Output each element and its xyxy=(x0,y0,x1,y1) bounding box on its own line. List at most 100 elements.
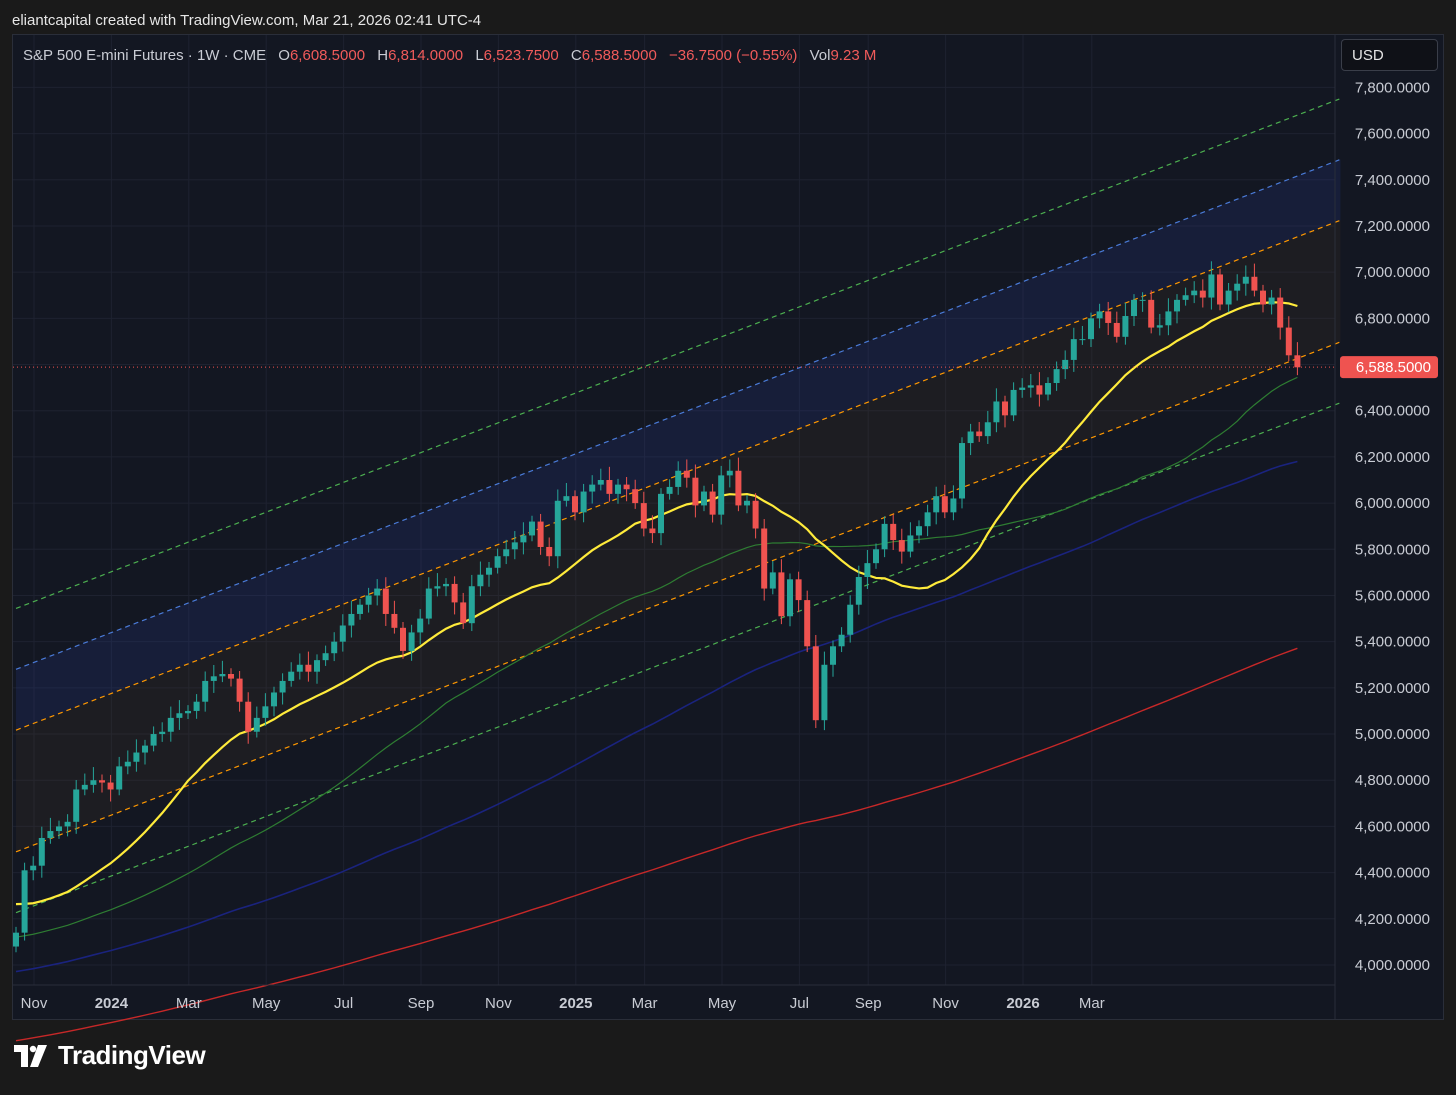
candle-body xyxy=(546,546,553,557)
candle xyxy=(434,573,441,597)
time-tick-label: 2024 xyxy=(95,995,129,1012)
candle-body xyxy=(1088,318,1094,340)
candle xyxy=(1277,288,1284,340)
candle xyxy=(1182,287,1189,306)
candle-body xyxy=(572,496,578,513)
candle xyxy=(546,537,553,567)
candle xyxy=(219,660,226,683)
candle-body xyxy=(90,780,97,785)
candle xyxy=(99,774,105,793)
candle xyxy=(898,528,905,564)
candle xyxy=(503,539,510,565)
candle xyxy=(1242,265,1249,296)
candle-body xyxy=(864,563,871,578)
candle xyxy=(185,705,191,720)
candle xyxy=(322,645,329,666)
candle-body xyxy=(606,480,613,494)
candle-body xyxy=(193,701,200,711)
candle xyxy=(382,577,389,626)
candle xyxy=(855,565,862,615)
candle xyxy=(90,767,97,793)
candle-body xyxy=(460,602,467,624)
candle xyxy=(1225,283,1232,313)
price-tick-label: 6,800.0000 xyxy=(1355,310,1430,327)
candle xyxy=(804,590,811,653)
time-tick-label: May xyxy=(252,995,281,1012)
candle-body xyxy=(675,470,682,487)
candle-body xyxy=(133,752,140,762)
price-tick-label: 4,000.0000 xyxy=(1355,957,1430,974)
candle xyxy=(709,483,716,523)
candle-body xyxy=(1096,311,1103,319)
candle-body xyxy=(658,493,664,534)
candle-body xyxy=(1122,316,1129,337)
candle-body xyxy=(279,680,286,693)
currency-button[interactable]: USD xyxy=(1341,39,1438,71)
candle xyxy=(262,693,269,726)
candle xyxy=(950,485,957,521)
candle-body xyxy=(271,692,277,707)
candle xyxy=(1148,290,1155,334)
candle xyxy=(511,531,518,560)
candle xyxy=(271,686,277,717)
candle xyxy=(907,522,914,558)
chart-panel[interactable] xyxy=(12,34,1444,1020)
candle-body xyxy=(486,567,492,575)
candle-body xyxy=(769,572,776,589)
candle-body xyxy=(47,831,54,838)
candle xyxy=(993,388,1000,433)
candle xyxy=(288,662,295,687)
candle xyxy=(1105,301,1112,335)
low-label: L xyxy=(475,47,484,64)
candle-body xyxy=(1062,359,1069,370)
candle-body xyxy=(554,500,561,557)
candle-body xyxy=(1148,299,1155,328)
candle-body xyxy=(150,734,157,746)
candle xyxy=(408,624,415,661)
candle-body xyxy=(305,664,312,672)
candle-body xyxy=(726,470,733,476)
candle xyxy=(1122,302,1129,345)
candle xyxy=(967,423,974,456)
candle xyxy=(640,491,647,537)
candle-body xyxy=(167,717,174,732)
candle xyxy=(744,495,750,514)
candle xyxy=(1002,395,1008,428)
time-tick-label: May xyxy=(708,995,737,1012)
candle xyxy=(253,706,260,738)
candle xyxy=(589,475,596,504)
candle-body xyxy=(666,486,673,494)
price-tick-label: 4,400.0000 xyxy=(1355,865,1430,882)
candle xyxy=(864,549,871,590)
candle xyxy=(649,515,656,544)
candle-body xyxy=(468,586,475,624)
candle xyxy=(202,671,209,712)
channel-upper-line xyxy=(15,158,1341,670)
candle-body xyxy=(752,500,759,529)
candle-body xyxy=(253,717,260,732)
candle-body xyxy=(1217,274,1223,305)
candle xyxy=(554,489,561,569)
candle-body xyxy=(916,526,922,536)
candle-body xyxy=(976,431,983,437)
candle xyxy=(1174,294,1180,324)
candle-body xyxy=(1251,276,1258,291)
candle xyxy=(245,692,252,744)
candle xyxy=(959,437,965,509)
candle xyxy=(916,520,922,544)
high-value: 6,814.0000 xyxy=(388,47,464,64)
candle xyxy=(838,627,845,653)
candle xyxy=(1208,261,1215,310)
channel-mid-upper-line xyxy=(15,219,1341,731)
candle xyxy=(451,576,458,615)
price-tick-label: 7,400.0000 xyxy=(1355,172,1430,189)
candle-body xyxy=(898,540,905,552)
candle xyxy=(563,483,570,507)
candle xyxy=(56,820,62,839)
candle-body xyxy=(692,477,699,506)
candle-body xyxy=(38,837,45,866)
candle xyxy=(924,504,931,537)
candle xyxy=(81,773,88,796)
candle-body xyxy=(1199,290,1206,298)
